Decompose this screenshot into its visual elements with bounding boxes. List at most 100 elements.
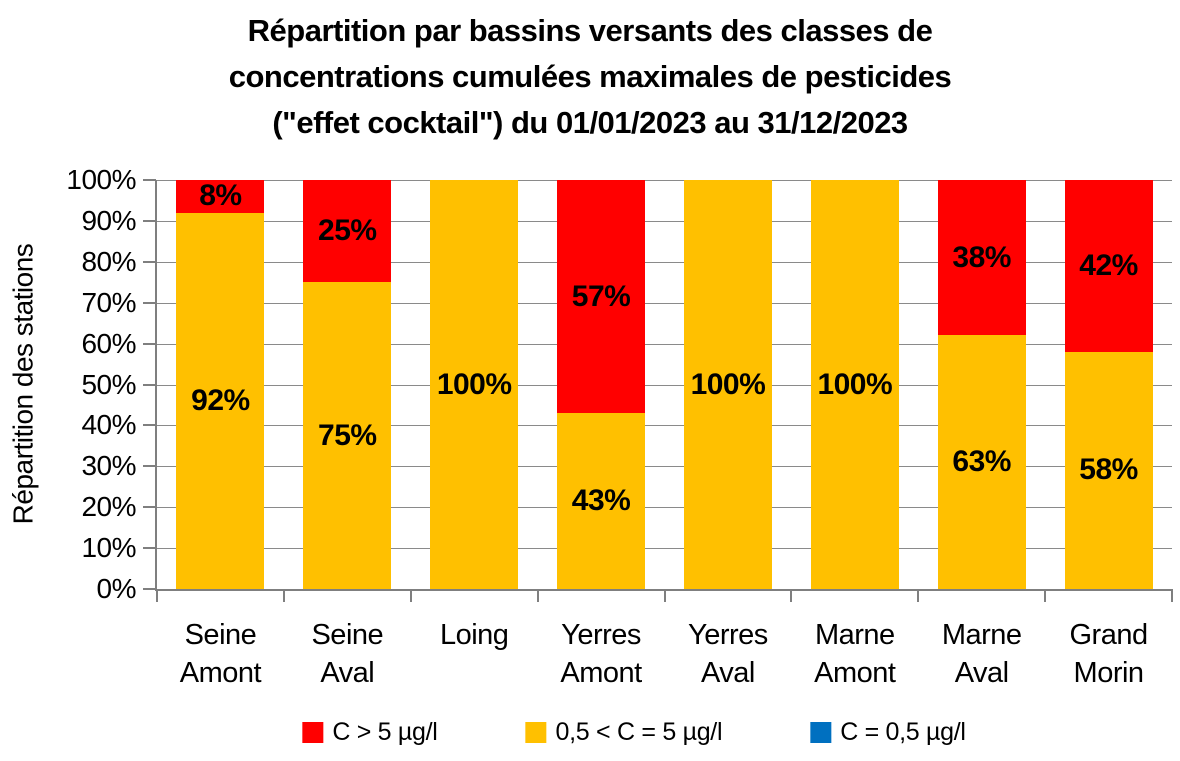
- legend-swatch-icon: [525, 722, 547, 743]
- x-category-label-line: Grand: [1069, 619, 1149, 651]
- legend-item: C > 5 µg/l: [302, 718, 438, 747]
- data-label: 100%: [690, 367, 766, 401]
- x-category-label: Yerres Aval: [665, 616, 792, 692]
- y-tick-label: 100%: [66, 164, 136, 195]
- y-tick-label: 40%: [81, 409, 136, 441]
- bar-slot: 100%: [411, 180, 538, 589]
- bar-segment-mid-class: 58%: [1064, 351, 1153, 589]
- x-category-label-line: Amont: [814, 657, 896, 689]
- gridline: [157, 220, 1172, 222]
- data-label: 25%: [318, 214, 377, 248]
- x-category-label: Seine Aval: [284, 616, 411, 692]
- x-category-label: Seine Amont: [157, 616, 284, 692]
- stacked-bar: 100%: [810, 180, 899, 589]
- stacked-bar: 100%: [683, 180, 772, 589]
- x-category-label: Marne Amont: [791, 616, 918, 692]
- y-tick-label: 90%: [81, 204, 136, 236]
- bar-segment-high-class: 57%: [557, 180, 646, 414]
- data-label: 63%: [952, 445, 1011, 479]
- y-axis-tick: [143, 547, 156, 550]
- x-category-label: Grand Morin: [1045, 616, 1172, 692]
- y-axis-tick: [143, 424, 156, 427]
- x-category-label-line: Amont: [560, 657, 642, 689]
- gridline: [157, 507, 1172, 509]
- gridline: [157, 180, 1172, 181]
- data-label: 100%: [817, 367, 893, 401]
- y-axis-tick: [143, 342, 156, 345]
- bar-segment-mid-class: 63%: [937, 335, 1026, 589]
- y-tick-label: 80%: [81, 245, 136, 277]
- legend-item: C = 0,5 µg/l: [810, 718, 966, 747]
- bar-slot: 43% 57%: [538, 180, 665, 589]
- x-category-label-line: Amont: [179, 657, 262, 689]
- x-axis-tick: [663, 589, 666, 602]
- y-axis-line: [155, 180, 157, 591]
- bar-segment-mid-class: 100%: [683, 180, 772, 589]
- legend-label: 0,5 < C = 5 µg/l: [555, 718, 723, 746]
- legend-swatch-icon: [302, 722, 324, 743]
- legend-item: 0,5 < C = 5 µg/l: [525, 718, 723, 747]
- x-axis-tick: [790, 589, 793, 602]
- data-label: 92%: [191, 383, 250, 417]
- bar-slot: 75% 25%: [284, 180, 411, 589]
- x-category-label-line: Loing: [439, 619, 509, 651]
- data-label: 43%: [571, 484, 631, 518]
- bar-slot: 92% 8%: [157, 179, 284, 589]
- y-tick-label: 10%: [81, 532, 136, 564]
- x-category-label-line: Seine: [311, 619, 384, 651]
- data-label: 58%: [1079, 453, 1138, 487]
- data-label: 75%: [318, 418, 377, 452]
- x-category-label-line: Aval: [320, 657, 375, 689]
- y-tick-label: 30%: [81, 450, 136, 482]
- bar-segment-mid-class: 100%: [810, 180, 899, 589]
- y-axis-tick: [143, 588, 156, 590]
- x-category-label: Marne Aval: [918, 616, 1045, 692]
- x-category-label-line: Morin: [1073, 657, 1145, 689]
- y-tick-label: 50%: [81, 368, 136, 400]
- bar-segment-high-class: 38%: [937, 180, 1026, 336]
- chart-title-line-2: concentrations cumulées maximales de pes…: [228, 59, 952, 94]
- stacked-bar: 43% 57%: [557, 180, 646, 589]
- gridline: [157, 384, 1172, 386]
- stacked-bar: 100%: [430, 180, 519, 589]
- y-tick-label: 70%: [81, 286, 136, 318]
- y-axis-tick: [143, 219, 156, 222]
- x-category-label-line: Aval: [700, 657, 755, 689]
- y-tick-label: 0%: [96, 573, 137, 604]
- bar-slot: 63% 38%: [918, 180, 1045, 589]
- legend-label: C > 5 µg/l: [332, 718, 438, 746]
- x-axis-tick: [1044, 589, 1047, 602]
- bar-slot: 58% 42%: [1045, 180, 1172, 589]
- bar-segment-mid-class: 92%: [176, 212, 265, 589]
- chart-title: Répartition par bassins versants des cla…: [0, 8, 1180, 146]
- y-axis-tick: [143, 383, 156, 386]
- chart-title-line-1: Répartition par bassins versants des cla…: [247, 13, 933, 48]
- x-category-label-line: Yerres: [688, 619, 768, 651]
- data-label: 100%: [436, 367, 512, 401]
- stacked-bar: 92% 8%: [176, 179, 265, 589]
- stacked-bar: 75% 25%: [303, 180, 392, 589]
- x-category-label-line: Yerres: [561, 619, 641, 651]
- y-axis-tick: [143, 506, 156, 509]
- chart-title-line-3: ("effet cocktail") du 01/01/2023 au 31/1…: [272, 105, 908, 140]
- bar-segment-mid-class: 75%: [303, 282, 392, 589]
- bar-slot: 100%: [791, 180, 918, 589]
- gridline: [157, 261, 1172, 263]
- gridline: [157, 343, 1172, 345]
- y-tick-label: 60%: [81, 327, 136, 359]
- gridline: [157, 466, 1172, 468]
- gridline: [157, 548, 1172, 550]
- x-axis-tick: [1171, 589, 1173, 602]
- bar-slot: 100%: [665, 180, 792, 589]
- gridline: [157, 425, 1172, 427]
- y-tick-label: 20%: [81, 491, 136, 523]
- legend-label: C = 0,5 µg/l: [840, 718, 966, 746]
- x-category-label: Loing: [411, 616, 538, 654]
- legend-swatch-icon: [810, 722, 832, 743]
- x-axis-tick: [409, 589, 412, 602]
- bar-segment-high-class: 42%: [1064, 180, 1153, 352]
- bar-segment-high-class: 8%: [176, 179, 265, 213]
- x-axis-tick: [282, 589, 285, 602]
- data-label: 57%: [571, 279, 631, 313]
